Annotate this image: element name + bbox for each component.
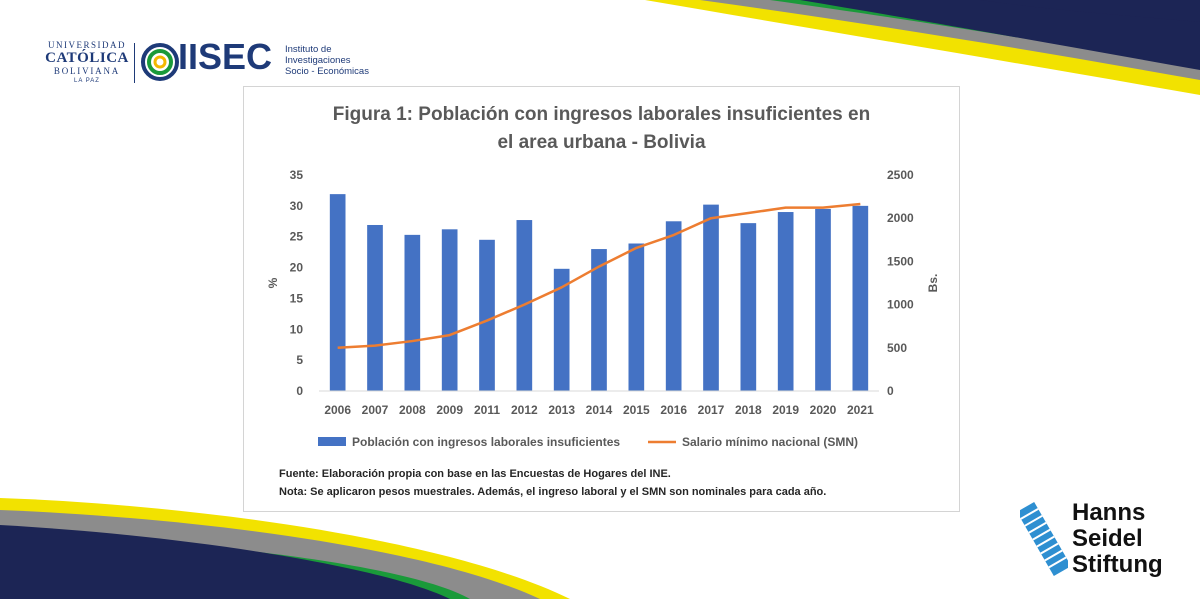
y-right-tick-label: 2500 (887, 168, 914, 182)
x-tick-label: 2019 (772, 403, 799, 417)
bar (665, 221, 682, 391)
hss-logo-text: Hanns Seidel Stiftung (1072, 500, 1163, 578)
x-tick-label: 2007 (362, 403, 389, 417)
x-tick-label: 2014 (586, 403, 613, 417)
y-right-tick-label: 0 (887, 384, 894, 398)
x-tick-label: 2020 (810, 403, 837, 417)
top-navy-swoosh-2 (980, 0, 1200, 22)
chart-title: Figura 1: Población con ingresos laboral… (244, 101, 959, 157)
bar (329, 194, 346, 391)
y-left-tick-label: 20 (290, 261, 304, 275)
bar (591, 249, 607, 391)
y-left-tick-label: 25 (290, 230, 304, 244)
iisec-sub-line1: Instituto de (285, 44, 332, 55)
hss-diamond-icon (1020, 501, 1068, 577)
y-right-axis-title: Bs. (926, 274, 940, 293)
chart-title-line1: Figura 1: Población con ingresos laboral… (332, 104, 871, 125)
bar (404, 234, 421, 391)
x-tick-label: 2008 (399, 403, 426, 417)
logo-separator (134, 43, 135, 83)
ucb-logo-line4: LA PAZ (74, 78, 100, 84)
bar (703, 204, 719, 391)
source-note: Fuente: Elaboración propia con base en l… (279, 468, 671, 480)
hss-line2: Seidel (1072, 525, 1143, 552)
ucb-logo-line3: BOLIVIANA (53, 66, 121, 76)
y-right-tick-label: 500 (887, 341, 907, 355)
bar (553, 268, 570, 391)
bar (740, 223, 757, 391)
y-right-tick-label: 1000 (887, 298, 914, 312)
legend-bar-label: Población con ingresos laborales insufic… (352, 435, 620, 449)
chart-plot: 0 5 10 15 20 25 30 35 0 500 1000 1500 2000 2500% Bs. 20… (266, 168, 940, 449)
top-navy-swoosh (800, 0, 1200, 70)
ucb-logo-line1: UNIVERSIDAD (48, 40, 126, 50)
x-tick-label: 2021 (847, 403, 874, 417)
y-left-tick-label: 15 (290, 291, 304, 305)
smn-line (337, 202, 861, 350)
y-left-tick-label: 10 (290, 322, 304, 336)
y-left-tick-label: 0 (296, 384, 303, 398)
legend-line-label: Salario mínimo nacional (SMN) (682, 435, 858, 449)
iisec-subtitle: Instituto de Investigaciones Socio - Eco… (285, 44, 369, 77)
iisec-name: IISEC (178, 36, 273, 77)
y-left-tick-label: 5 (296, 353, 303, 367)
y-left-tick-label: 30 (290, 199, 304, 213)
iisec-sub-line3: Socio - Económicas (285, 66, 369, 77)
bottom-navy-swoosh (0, 525, 450, 599)
hss-line1: Hanns (1072, 499, 1146, 526)
bar (852, 205, 869, 391)
ucb-logo-line2: CATÓLICA (45, 50, 129, 66)
hss-line3: Stiftung (1072, 551, 1163, 578)
bar (815, 208, 831, 391)
y-left-axis-title: % (266, 277, 280, 288)
chart-container: Figura 1: Población con ingresos laboral… (243, 86, 960, 512)
x-tick-label: 2006 (324, 403, 351, 417)
x-tick-label: 2017 (698, 403, 725, 417)
x-tick-label: 2016 (660, 403, 687, 417)
x-tick-label: 2011 (474, 403, 500, 417)
bar (441, 229, 458, 391)
legend-bar-swatch (318, 437, 346, 446)
y-right-tick-label: 2000 (887, 211, 914, 225)
chart-title-line2: el area urbana - Bolivia (497, 132, 706, 153)
x-tick-label: 2018 (735, 403, 762, 417)
y-right-tick-label: 1500 (887, 254, 914, 268)
y-left-tick-label: 35 (290, 168, 304, 182)
extra-note: Nota: Se aplicaron pesos muestrales. Ade… (279, 486, 827, 498)
x-tick-label: 2013 (548, 403, 575, 417)
x-tick-label: 2012 (511, 403, 538, 417)
x-tick-label: 2009 (436, 403, 463, 417)
bar (479, 239, 495, 391)
iisec-spiral-icon (141, 43, 179, 81)
bar (367, 224, 383, 391)
bar (777, 212, 794, 391)
bar (628, 243, 645, 391)
x-tick-label: 2015 (623, 403, 650, 417)
chart-notes: Fuente: Elaboración propia con base en l… (279, 465, 826, 501)
ucb-logo: UNIVERSIDAD CATÓLICA BOLIVIANA LA PAZ (42, 40, 132, 84)
iisec-sub-line2: Investigaciones (285, 55, 351, 66)
